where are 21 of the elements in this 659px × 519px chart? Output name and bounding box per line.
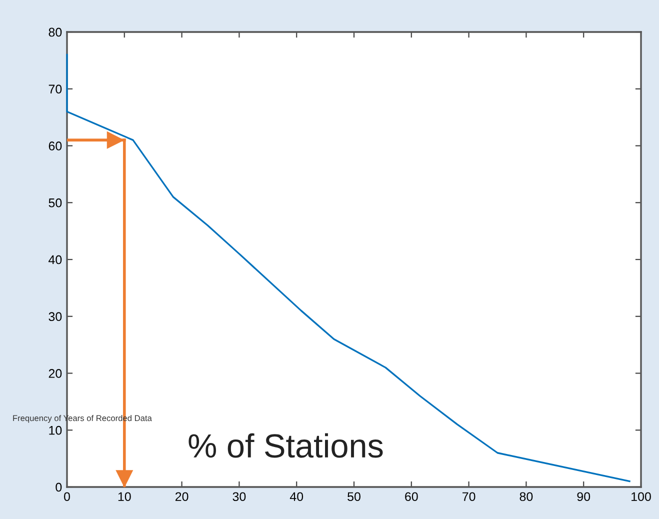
y-tick-label: 40 (48, 255, 62, 264)
x-tick-label: 50 (348, 492, 360, 502)
annotation: % of Stations (188, 433, 383, 458)
x-tick-label: 20 (175, 492, 188, 502)
y-tick-label: 30 (48, 312, 62, 322)
x-tick-label: 10 (118, 492, 131, 502)
x-tick-label: 0 (64, 492, 70, 502)
x-tick-label: 30 (232, 492, 246, 502)
x-tick-label: 90 (577, 492, 590, 502)
y-tick-label: 80 (48, 28, 62, 37)
x-tick-label: 70 (462, 492, 476, 502)
x-tick-label: 60 (405, 492, 418, 502)
y-tick-label: 60 (48, 142, 62, 150)
y-tick-label: 70 (48, 84, 62, 94)
x-tick-label: 80 (520, 492, 533, 502)
y-tick-label: 20 (48, 369, 62, 378)
y-tick-label: 0 (56, 482, 62, 492)
x-tick-label: 40 (290, 492, 304, 502)
y-tick-label: 50 (48, 198, 62, 208)
y-tick-label: 10 (49, 426, 62, 435)
x-tick-label: 100 (632, 492, 651, 502)
